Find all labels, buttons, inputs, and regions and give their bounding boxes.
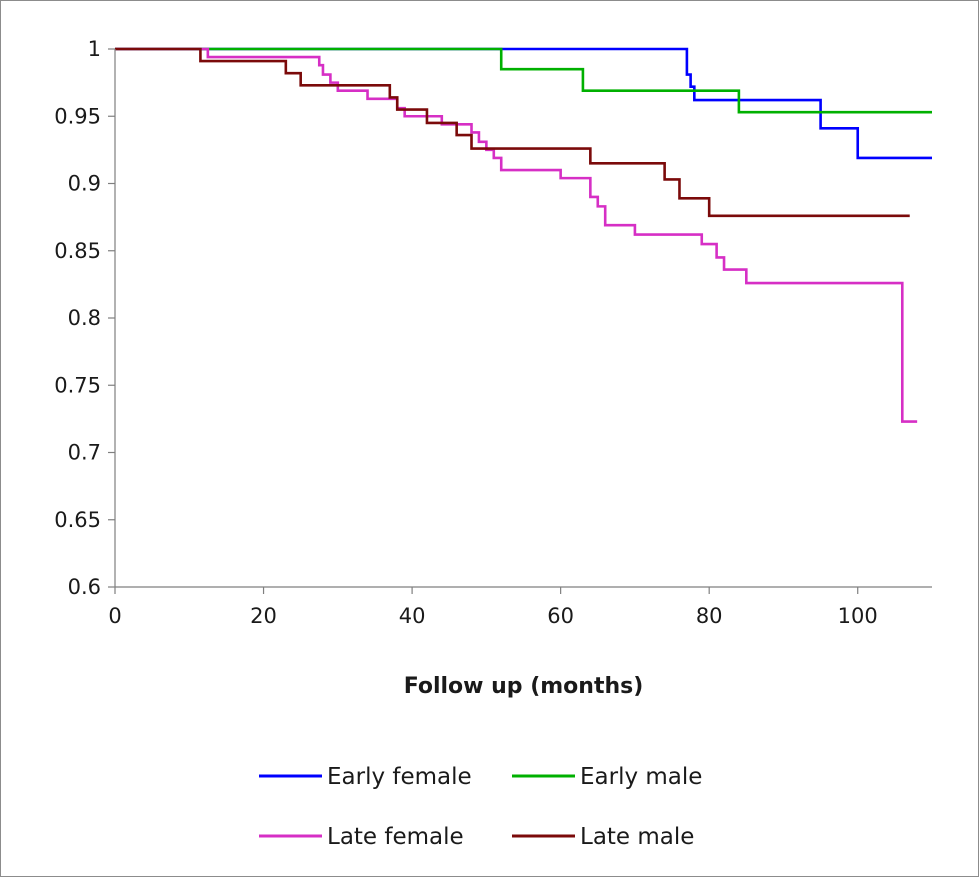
series-line-late-female bbox=[115, 47, 918, 423]
y-tick-label: 0.85 bbox=[54, 239, 101, 263]
legend: Early female Early male Late female Late ma… bbox=[259, 764, 702, 850]
x-tick-label: 80 bbox=[696, 604, 723, 628]
y-tick-label: 0.7 bbox=[68, 441, 101, 465]
axes-layer bbox=[114, 49, 932, 588]
y-tick-label: 0.8 bbox=[68, 306, 101, 330]
legend-label: Early male bbox=[580, 764, 702, 790]
x-axis-title: Follow up (months) bbox=[404, 674, 644, 699]
y-tick-label: 0.95 bbox=[54, 104, 101, 128]
x-tick-label: 0 bbox=[108, 604, 121, 628]
series-line-early-female bbox=[115, 47, 932, 160]
legend-label: Late male bbox=[580, 824, 694, 850]
y-tick-label: 0.6 bbox=[68, 575, 101, 599]
ticks-layer: 0.6 0.65 0.7 0.75 0.8 0.85 0.9 0.95 1 0 20 40 60 80 10… bbox=[54, 37, 878, 628]
series-line-early-male bbox=[115, 47, 932, 114]
x-tick-label: 100 bbox=[838, 604, 878, 628]
legend-label: Early female bbox=[327, 764, 472, 790]
legend-item-late-female: Late female bbox=[259, 824, 464, 850]
x-tick-label: 40 bbox=[399, 604, 426, 628]
y-tick-label: 0.65 bbox=[54, 508, 101, 532]
y-tick-label: 1 bbox=[88, 37, 101, 61]
x-tick-label: 60 bbox=[547, 604, 574, 628]
x-tick-label: 20 bbox=[250, 604, 277, 628]
legend-label: Late female bbox=[327, 824, 464, 850]
series-line-late-male bbox=[115, 47, 910, 218]
y-tick-label: 0.75 bbox=[54, 373, 101, 397]
series-layer bbox=[115, 47, 932, 423]
legend-item-late-male: Late male bbox=[512, 824, 694, 850]
legend-item-early-female: Early female bbox=[259, 764, 472, 790]
y-tick-label: 0.9 bbox=[68, 172, 101, 196]
legend-item-early-male: Early male bbox=[512, 764, 702, 790]
